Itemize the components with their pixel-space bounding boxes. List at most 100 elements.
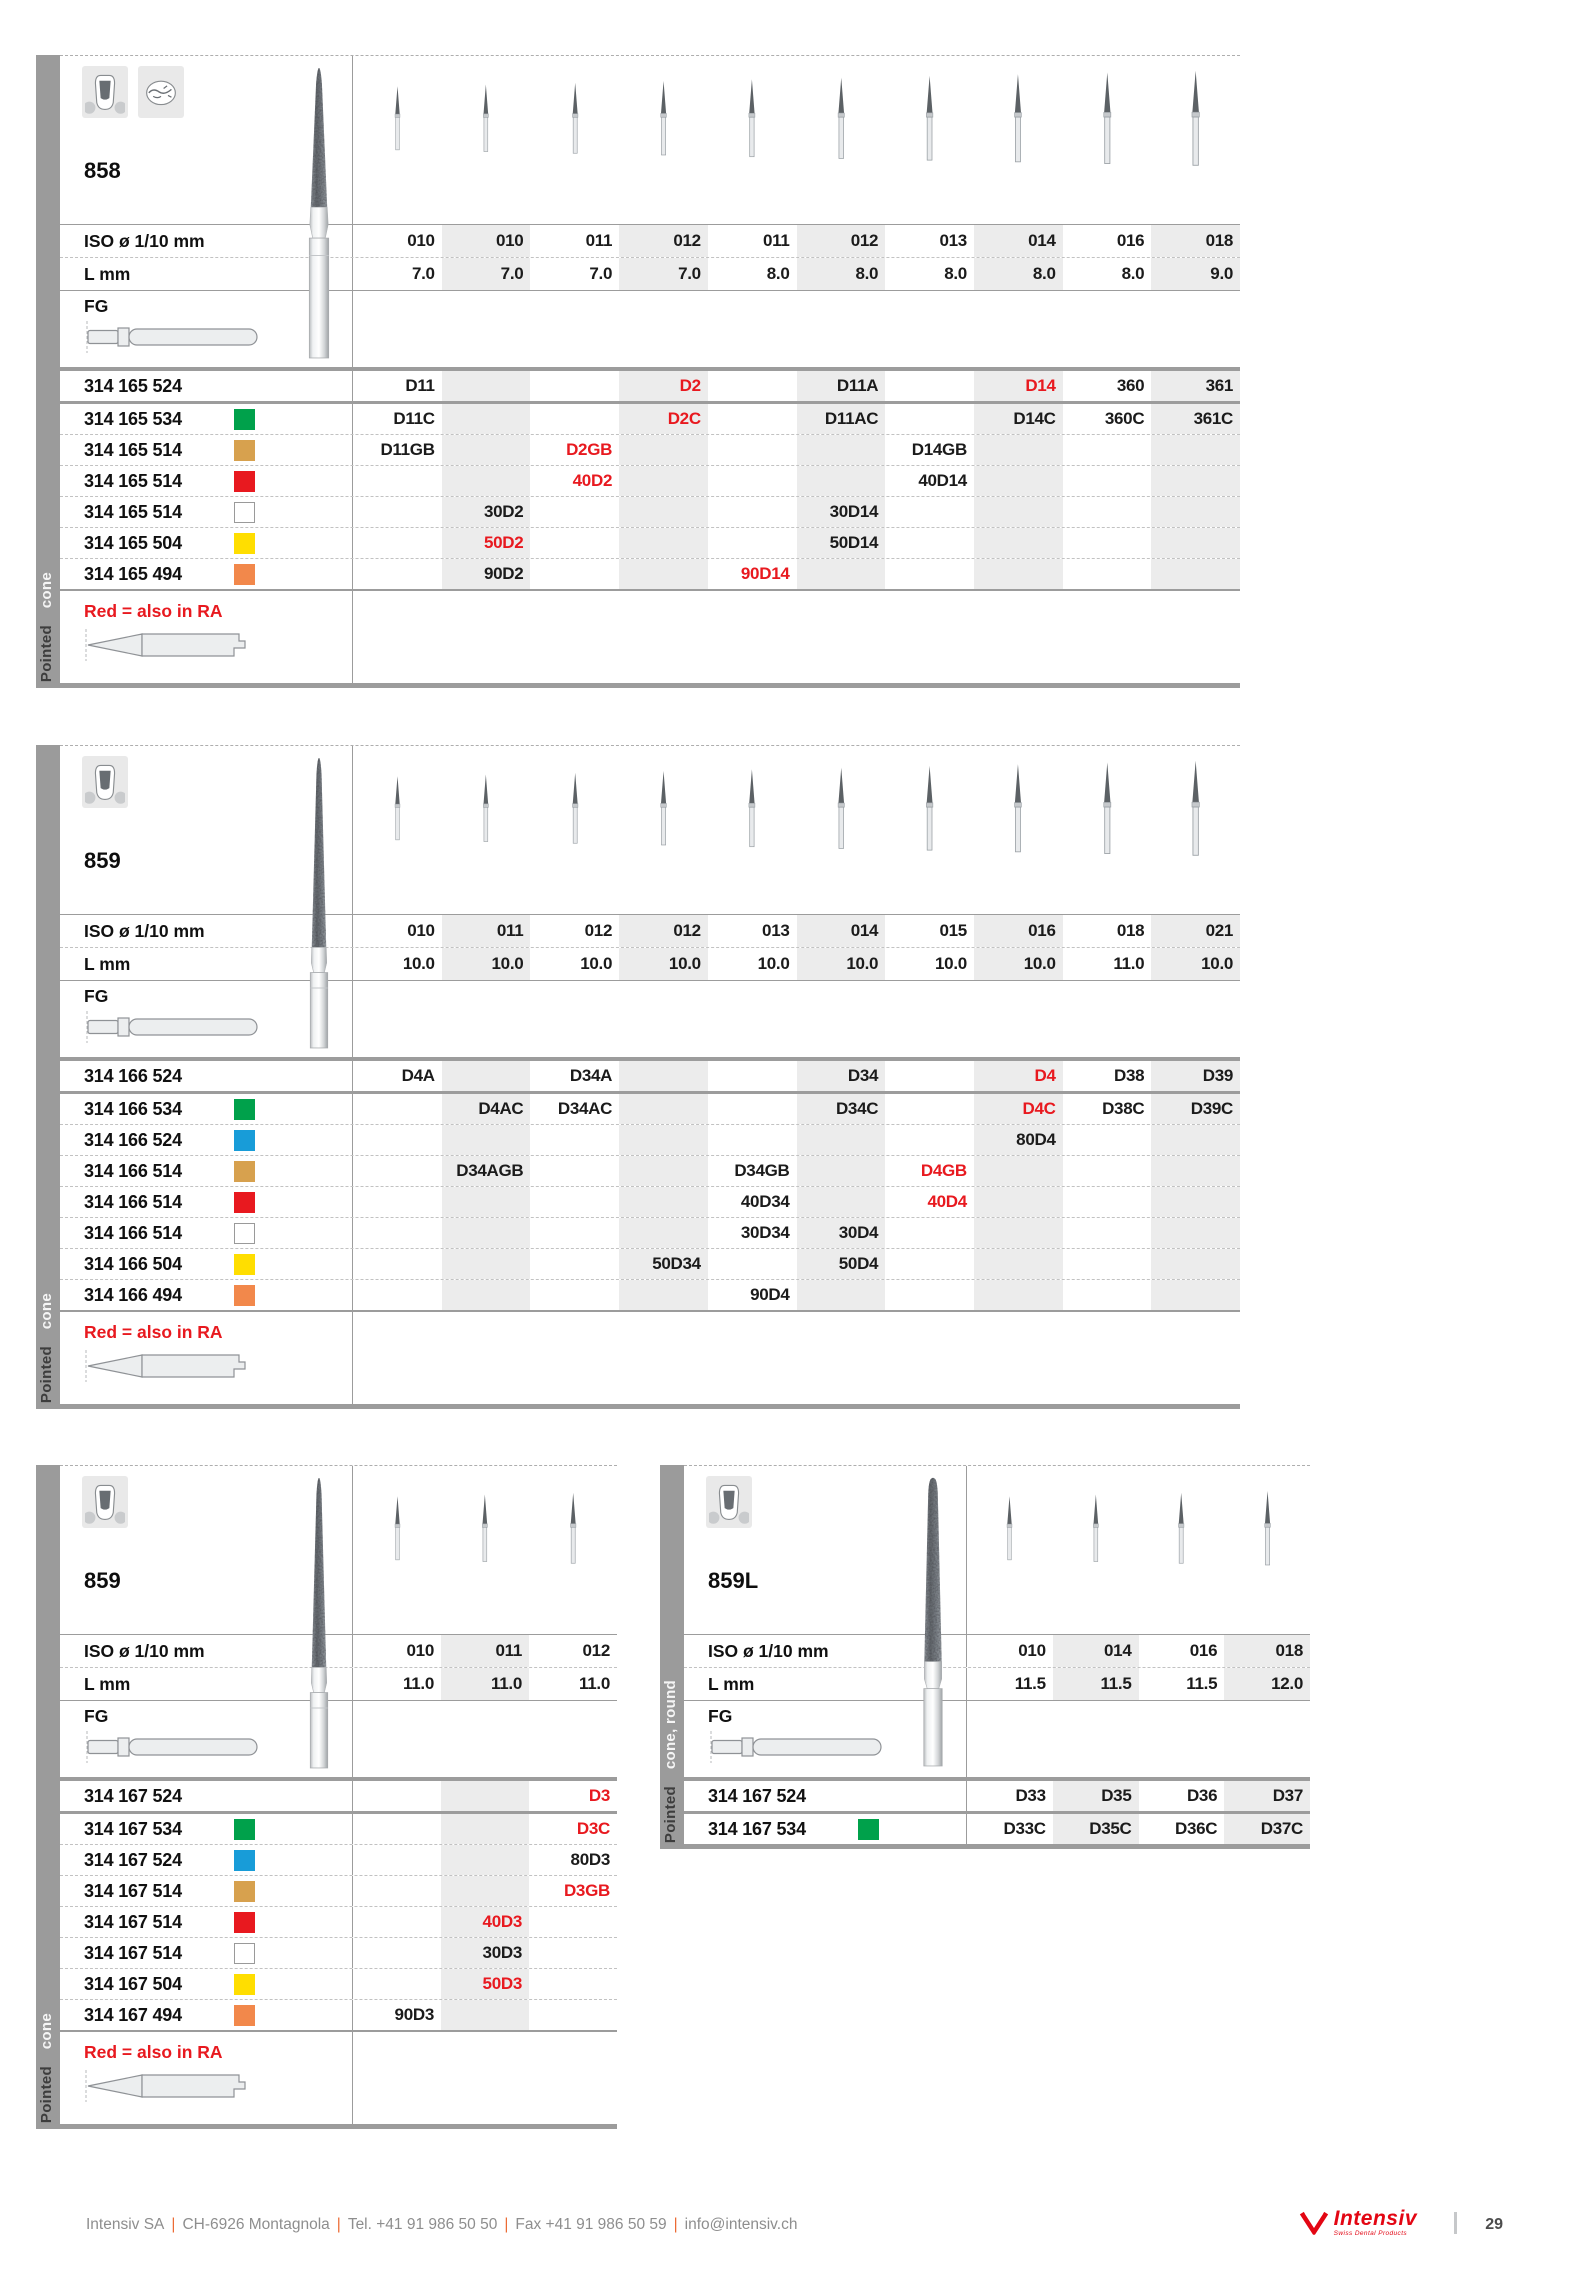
empty-cell <box>1151 497 1241 527</box>
empty-cell <box>530 371 619 401</box>
empty-cell <box>530 1218 619 1248</box>
table-bottom-band <box>60 1404 1240 1409</box>
sidebar-858: cone Pointed <box>36 55 60 688</box>
empty-cell <box>1151 1249 1241 1279</box>
product-row-values: 50D3 <box>352 1969 617 1999</box>
empty-cell <box>441 1249 531 1279</box>
empty-cell <box>353 466 442 496</box>
bur-column-icon-cell <box>708 56 797 224</box>
logo-v-icon <box>1299 2210 1329 2235</box>
empty-cell <box>973 466 1063 496</box>
article-label-zone: 314 165 494 <box>60 559 352 589</box>
empty-cell <box>1151 466 1241 496</box>
empty-cell <box>1151 1156 1241 1186</box>
length-value-cell: 10.0 <box>402 954 435 973</box>
length-value-cell: 10.0 <box>441 948 531 980</box>
product-row: 314 167 534 D33C D35C D36C D37C <box>684 1814 1310 1844</box>
bur-column-icon-cell <box>353 1466 441 1634</box>
article-label-zone: 314 167 524 <box>684 1781 966 1811</box>
iso-value-cell: 012 <box>582 1641 611 1660</box>
sidebar-group-label: Pointed <box>662 1785 679 1843</box>
column-icons-zone <box>966 1466 1310 1634</box>
length-value-cell: 8.0 <box>1121 264 1145 283</box>
empty-cell <box>708 435 797 465</box>
empty-cell <box>530 1280 619 1310</box>
product-row: 314 165 524 D11 D2 D11A D14 360 361 <box>60 371 1241 404</box>
product-row: 314 167 514 40D3 <box>60 1907 617 1938</box>
product-row-values: D11GB D2GB D14GB <box>352 435 1241 465</box>
product-code-cell: D4AC <box>441 1094 531 1124</box>
bur-column-icon-cell <box>967 1466 1053 1634</box>
bur-column-icon-cell <box>442 746 531 914</box>
table-bottom-band <box>60 2124 617 2129</box>
empty-cell <box>1063 528 1152 558</box>
bur-column-icon-cell <box>1151 56 1240 224</box>
empty-cell <box>885 528 974 558</box>
grit-swatch-white <box>234 501 255 523</box>
iso-row: ISO ø 1/10 mm 010 011 012 012 013 014 015 016 018… <box>60 915 1241 948</box>
iso-value-cell: 014 <box>1052 1635 1139 1667</box>
fg-row-empty <box>966 1701 1310 1777</box>
length-row: L mm 11.5 11.5 11.5 12.0 <box>684 1668 1310 1701</box>
product-row: 314 165 534 D11C D2C D11AC D14C 360C 361C <box>60 404 1241 435</box>
iso-value-cell: 016 <box>1116 231 1145 250</box>
fg-row: FG <box>60 1701 617 1781</box>
empty-cell <box>619 1218 708 1248</box>
empty-cell <box>530 559 619 589</box>
product-row: 314 165 494 90D2 90D14 <box>60 559 1241 591</box>
empty-cell <box>1063 497 1152 527</box>
product-code-cell: 50D2 <box>441 528 531 558</box>
fg-label-zone: FG <box>60 291 352 367</box>
product-code-cell: D35 <box>1052 1781 1139 1811</box>
empty-cell <box>619 1280 708 1310</box>
bur-column-icon-cell <box>708 746 797 914</box>
bur-column-icon-cell <box>974 56 1063 224</box>
empty-cell <box>353 1781 441 1811</box>
product-code-cell: 50D4 <box>796 1249 886 1279</box>
iso-value-cell: 011 <box>762 231 790 250</box>
product-code-cell: D11A <box>796 371 886 401</box>
footer-separator: | <box>171 2216 176 2233</box>
product-row: 314 166 514 D34AGB D34GB D4GB <box>60 1156 1241 1187</box>
empty-cell <box>353 528 442 558</box>
logo-wordmark: Intensiv Swiss Dental Products <box>1334 2208 1417 2237</box>
iso-value-cell: 012 <box>796 225 886 257</box>
column-icons-zone <box>352 56 1240 224</box>
page-footer: Intensiv SA | CH-6926 Montagnola | Tel. +41 … <box>0 2200 1569 2260</box>
product-code-cell: D3GB <box>563 1881 610 1900</box>
iso-row-label-text: ISO ø 1/10 mm <box>708 1640 829 1661</box>
bur-icon <box>744 62 760 174</box>
product-code-cell: D39 <box>1151 1061 1241 1091</box>
iso-value-cell: 010 <box>407 231 435 250</box>
article-number: 314 166 514 <box>84 1191 182 1212</box>
bur-icon <box>833 752 850 864</box>
sidebar-shape-label: cone, round <box>662 1679 679 1769</box>
product-row-values: D4A D34A D34 D4 D38 D39 <box>352 1061 1241 1091</box>
empty-cell <box>1063 1187 1152 1217</box>
product-code-cell: D38C <box>1102 1099 1145 1118</box>
article-number: 314 165 534 <box>84 408 182 429</box>
article-label-zone: 314 165 514 <box>60 435 352 465</box>
iso-value-cell: 011 <box>585 231 613 250</box>
product-code-cell: D34AGB <box>441 1156 531 1186</box>
article-number: 314 166 524 <box>84 1129 182 1150</box>
ra-note-text: Red = also in RA <box>84 601 223 621</box>
length-row-label-text: L mm <box>84 953 131 974</box>
bur-column-icon-cell <box>529 1466 617 1634</box>
product-code-cell: D35C <box>1052 1814 1139 1844</box>
iso-value-cell: 013 <box>939 231 967 250</box>
length-value-cell: 8.0 <box>766 264 790 283</box>
bur-icon <box>1186 62 1205 174</box>
product-code-cell: 360C <box>1104 409 1145 428</box>
article-label-zone: 314 167 494 <box>60 2000 352 2030</box>
product-code-cell: 40D14 <box>918 471 967 490</box>
iso-row-label: ISO ø 1/10 mm <box>60 225 352 257</box>
ra-note-empty <box>352 1312 1240 1404</box>
tooth-occlusal-icon-box <box>138 66 184 118</box>
empty-cell <box>708 497 797 527</box>
tooth-prep-icon-box <box>82 66 128 118</box>
bur-icon <box>1174 1472 1188 1584</box>
length-value-cell: 11.0 <box>403 1674 434 1693</box>
product-code-cell: D14C <box>973 404 1063 434</box>
empty-cell <box>885 1094 974 1124</box>
